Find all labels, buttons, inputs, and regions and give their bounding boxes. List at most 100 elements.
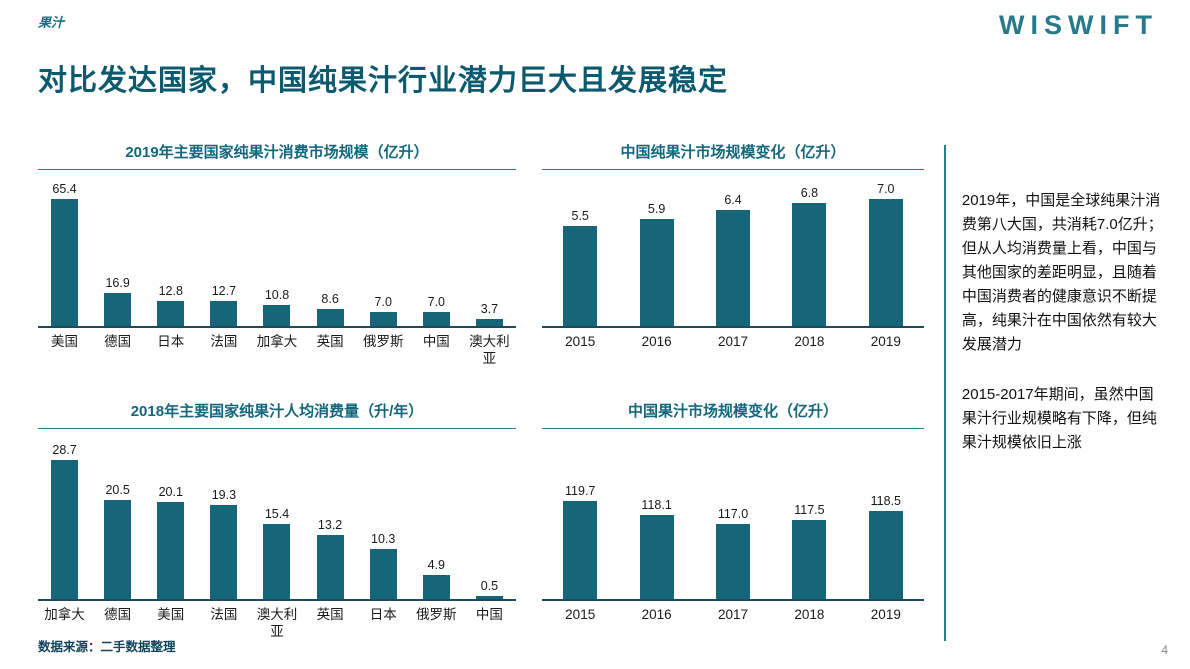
bar-value-label: 20.5 xyxy=(105,482,130,497)
bar xyxy=(475,595,503,599)
bar xyxy=(716,523,751,599)
bar xyxy=(868,199,903,326)
bar-column: 5.5 xyxy=(542,190,618,326)
bar-column: 16.9 xyxy=(91,190,144,326)
bar-value-label: 65.4 xyxy=(52,181,77,196)
bar-column: 28.7 xyxy=(38,443,91,599)
category-label: 英国 xyxy=(316,606,344,622)
bars-area: 119.7 118.1 117.0 117.5 118.5 xyxy=(542,429,924,601)
chart-country-per-capita: 2018年主要国家纯果汁人均消费量（升/年） 28.7 20.5 20.1 19.3 1… xyxy=(38,400,516,641)
bar-value-label: 118.5 xyxy=(870,494,901,509)
bar xyxy=(369,312,397,326)
bar xyxy=(639,514,674,599)
category-label: 2018 xyxy=(794,606,825,622)
bars-area: 28.7 20.5 20.1 19.3 15.4 13.2 10.3 4.9 0.5 xyxy=(38,429,516,601)
bar xyxy=(51,459,79,599)
bar-value-label: 0.5 xyxy=(480,578,499,593)
bar xyxy=(716,209,751,326)
bars-area: 65.4 16.9 12.8 12.7 10.8 8.6 7.0 7.0 3.7 xyxy=(38,170,516,328)
category-label: 俄罗斯 xyxy=(416,606,457,622)
category-label: 2015 xyxy=(565,606,596,622)
category-label: 法国 xyxy=(210,334,238,349)
bar-column: 12.8 xyxy=(144,190,197,326)
category-label: 加拿大 xyxy=(256,334,298,349)
bar xyxy=(475,318,503,326)
page-number: 4 xyxy=(1161,643,1168,657)
bar-value-label: 15.4 xyxy=(264,507,290,522)
bar-value-label: 13.2 xyxy=(317,517,343,532)
category-label: 2017 xyxy=(717,606,749,622)
bar-value-label: 7.0 xyxy=(427,295,446,310)
bar-value-label: 5.9 xyxy=(647,202,666,217)
bar-value-label: 7.0 xyxy=(877,182,895,197)
chart-country-market-size: 2019年主要国家纯果汁消费市场规模（亿升） 65.4 16.9 12.8 12.7 1… xyxy=(38,141,516,368)
bar-column: 6.4 xyxy=(695,190,771,326)
category-label: 2019 xyxy=(870,334,901,349)
bar xyxy=(563,501,598,599)
bar-column: 119.7 xyxy=(542,449,618,599)
category-label: 美国 xyxy=(51,334,79,349)
bar-value-label: 4.9 xyxy=(427,558,446,573)
x-axis-labels: 加拿大 德国 美国 法国 澳大利亚 英国 日本 俄罗斯 中国 xyxy=(38,601,516,641)
commentary-paragraph: 2019年，中国是全球纯果汁消费第八大国，共消耗7.0亿升；但从人均消费量上看，… xyxy=(961,192,1163,353)
category-label: 英国 xyxy=(316,334,344,349)
chart-china-juice-trend: 中国果汁市场规模变化（亿升） 119.7 118.1 117.0 117.5 118.5… xyxy=(542,400,924,641)
bar xyxy=(157,501,185,599)
bar-value-label: 117.5 xyxy=(794,502,825,517)
category-label: 2018 xyxy=(794,334,825,349)
bar-value-label: 10.3 xyxy=(371,531,396,546)
bar xyxy=(263,305,291,326)
bar-value-label: 6.8 xyxy=(800,185,819,200)
chart-china-pure-juice-trend: 中国纯果汁市场规模变化（亿升） 5.5 5.9 6.4 6.8 7.0 2015 2016… xyxy=(542,141,924,368)
category-label: 2015 xyxy=(565,334,596,349)
category-label: 澳大利亚 xyxy=(469,334,510,366)
category-label: 中国 xyxy=(475,606,503,622)
bar-column: 7.0 xyxy=(357,190,410,326)
bar xyxy=(51,198,79,326)
bar xyxy=(104,293,132,326)
bar xyxy=(792,519,827,599)
bar xyxy=(369,548,397,599)
category-label: 法国 xyxy=(210,606,238,622)
chart-title: 中国果汁市场规模变化（亿升） xyxy=(542,400,924,429)
bar-value-label: 118.1 xyxy=(641,497,672,512)
category-label: 中国 xyxy=(422,334,450,349)
bar-value-label: 6.4 xyxy=(724,192,742,207)
commentary-panel: 2019年，中国是全球纯果汁消费第八大国，共消耗7.0亿升；但从人均消费量上看，… xyxy=(962,141,1166,641)
bar-value-label: 117.0 xyxy=(717,506,749,521)
chart-body: 119.7 118.1 117.0 117.5 118.5 2015 2016 2017 20… xyxy=(542,429,924,624)
bar-value-label: 7.0 xyxy=(374,295,392,310)
bar-value-label: 19.3 xyxy=(211,488,237,503)
bar-column: 6.8 xyxy=(771,186,847,326)
data-source-note: 数据来源：二手数据整理 xyxy=(38,640,176,654)
bar-column: 3.7 xyxy=(463,190,516,326)
bar-column: 10.3 xyxy=(357,449,410,599)
chart-title: 2019年主要国家纯果汁消费市场规模（亿升） xyxy=(38,141,516,170)
section-tag: 果汁 xyxy=(38,15,65,30)
bar-column: 0.5 xyxy=(463,449,516,599)
bar-column: 8.6 xyxy=(304,190,357,326)
x-axis-labels: 2015 2016 2017 2018 2019 xyxy=(542,328,924,351)
bar xyxy=(104,499,132,599)
bar-column: 20.1 xyxy=(144,449,197,599)
bar-column: 7.0 xyxy=(848,182,924,326)
chart-title: 2018年主要国家纯果汁人均消费量（升/年） xyxy=(38,400,516,429)
bar xyxy=(868,511,903,599)
chart-body: 65.4 16.9 12.8 12.7 10.8 8.6 7.0 7.0 3.7 美国 德国 日本 法… xyxy=(38,170,516,368)
bar-column: 117.0 xyxy=(695,449,771,599)
bar-value-label: 119.7 xyxy=(565,484,596,499)
category-label: 2016 xyxy=(641,606,672,622)
category-label: 德国 xyxy=(104,334,132,349)
bar-column: 19.3 xyxy=(197,449,250,599)
bar-value-label: 10.8 xyxy=(264,288,290,303)
bar-column: 118.5 xyxy=(848,449,924,599)
bar xyxy=(792,202,827,326)
bar-value-label: 16.9 xyxy=(105,276,130,291)
bar-column: 5.9 xyxy=(618,190,694,326)
bar-value-label: 5.5 xyxy=(571,209,589,224)
bar-column: 7.0 xyxy=(410,190,463,326)
bar xyxy=(422,575,450,599)
category-label: 2017 xyxy=(717,334,749,349)
bar-column: 117.5 xyxy=(771,449,847,599)
